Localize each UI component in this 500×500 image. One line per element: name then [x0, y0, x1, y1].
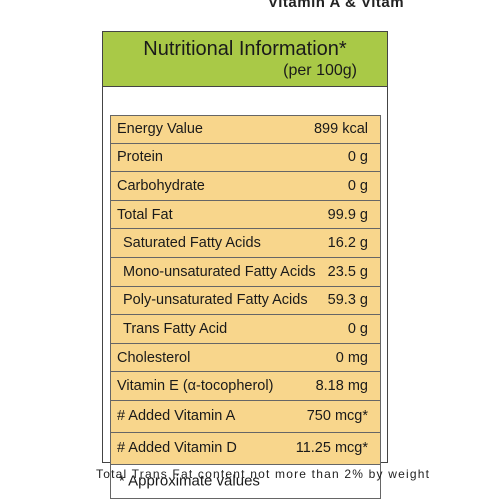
- row-value: 0 g: [347, 177, 368, 194]
- row-label: Vitamin E (α-tocopherol): [117, 378, 274, 395]
- row-value: 23.5 g: [327, 263, 368, 280]
- table-row: Saturated Fatty Acids 16.2 g: [110, 229, 381, 258]
- nutrition-panel: Nutritional Information* (per 100g) Ener…: [102, 31, 388, 499]
- approximate-note-row: * Approximate values: [110, 464, 381, 499]
- table-row: Energy Value 899 kcal: [110, 115, 381, 144]
- row-label: Saturated Fatty Acids: [123, 235, 261, 252]
- row-value: 899 kcal: [313, 121, 368, 138]
- table-row: Protein 0 g: [110, 143, 381, 173]
- row-value: 99.9 g: [327, 206, 368, 223]
- row-value: 59.3 g: [327, 292, 368, 309]
- row-value: 0 g: [347, 149, 368, 166]
- cut-off-heading: Vitamin A & Vitam: [268, 0, 405, 11]
- row-label: Poly-unsaturated Fatty Acids: [123, 292, 308, 309]
- approximate-note: * Approximate values: [119, 472, 260, 490]
- nutrition-header: Nutritional Information* (per 100g): [103, 32, 387, 87]
- row-value: 0 g: [347, 320, 368, 337]
- row-value: 0 mg: [335, 349, 368, 366]
- table-row: # Added Vitamin A 750 mcg*: [110, 400, 381, 433]
- table-row: # Added Vitamin D 11.25 mcg*: [110, 432, 381, 465]
- row-value: 16.2 g: [327, 235, 368, 252]
- table-row: Trans Fatty Acid 0 g: [110, 315, 381, 344]
- nutrition-subtitle: (per 100g): [283, 62, 357, 79]
- nutrition-title: Nutritional Information*: [143, 38, 347, 60]
- footer-note: Total Trans Fat content not more than 2%…: [96, 467, 431, 481]
- row-label: Total Fat: [117, 206, 173, 223]
- nutrition-table: Energy Value 899 kcal Protein 0 g Carboh…: [110, 87, 381, 499]
- row-value: 750 mcg*: [306, 408, 368, 425]
- table-row: Cholesterol 0 mg: [110, 343, 381, 373]
- row-label: Protein: [117, 149, 163, 166]
- row-label: # Added Vitamin A: [117, 408, 236, 425]
- row-value: 11.25 mcg*: [295, 440, 368, 457]
- row-label: # Added Vitamin D: [117, 440, 237, 457]
- row-value: 8.18 mg: [315, 378, 368, 395]
- table-row: Carbohydrate 0 g: [110, 172, 381, 201]
- row-label: Energy Value: [117, 121, 203, 138]
- row-label: Cholesterol: [117, 349, 191, 366]
- table-row: Poly-unsaturated Fatty Acids 59.3 g: [110, 286, 381, 316]
- table-row: Vitamin E (α-tocopherol) 8.18 mg: [110, 372, 381, 401]
- row-label: Mono-unsaturated Fatty Acids: [123, 263, 316, 280]
- row-label: Trans Fatty Acid: [123, 320, 228, 337]
- table-row: Total Fat 99.9 g: [110, 200, 381, 230]
- table-row: Mono-unsaturated Fatty Acids 23.5 g: [110, 257, 381, 287]
- row-label: Carbohydrate: [117, 177, 205, 194]
